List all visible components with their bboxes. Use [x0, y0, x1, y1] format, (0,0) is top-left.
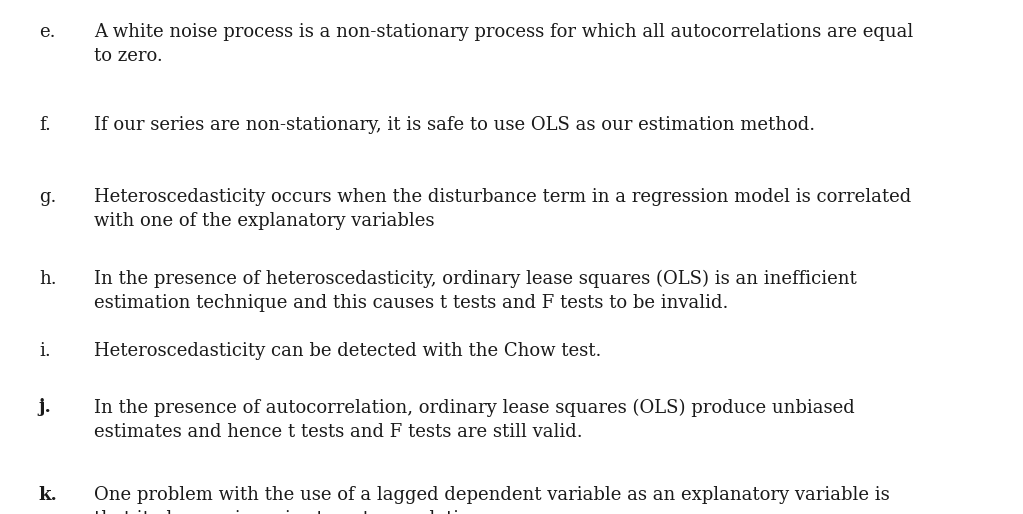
Text: If our series are non-stationary, it is safe to use OLS as our estimation method: If our series are non-stationary, it is … — [94, 116, 815, 134]
Text: k.: k. — [39, 486, 57, 504]
Text: In the presence of heteroscedasticity, ordinary lease squares (OLS) is an ineffi: In the presence of heteroscedasticity, o… — [94, 270, 857, 313]
Text: A white noise process is a non-stationary process for which all autocorrelations: A white noise process is a non-stationar… — [94, 23, 914, 65]
Text: Heteroscedasticity can be detected with the Chow test.: Heteroscedasticity can be detected with … — [94, 342, 602, 360]
Text: j.: j. — [39, 398, 52, 416]
Text: i.: i. — [39, 342, 50, 360]
Text: e.: e. — [39, 23, 55, 41]
Text: h.: h. — [39, 270, 56, 288]
Text: In the presence of autocorrelation, ordinary lease squares (OLS) produce unbiase: In the presence of autocorrelation, ordi… — [94, 398, 855, 441]
Text: Heteroscedasticity occurs when the disturbance term in a regression model is cor: Heteroscedasticity occurs when the distu… — [94, 188, 911, 230]
Text: f.: f. — [39, 116, 51, 134]
Text: One problem with the use of a lagged dependent variable as an explanatory variab: One problem with the use of a lagged dep… — [94, 486, 890, 514]
Text: g.: g. — [39, 188, 56, 206]
